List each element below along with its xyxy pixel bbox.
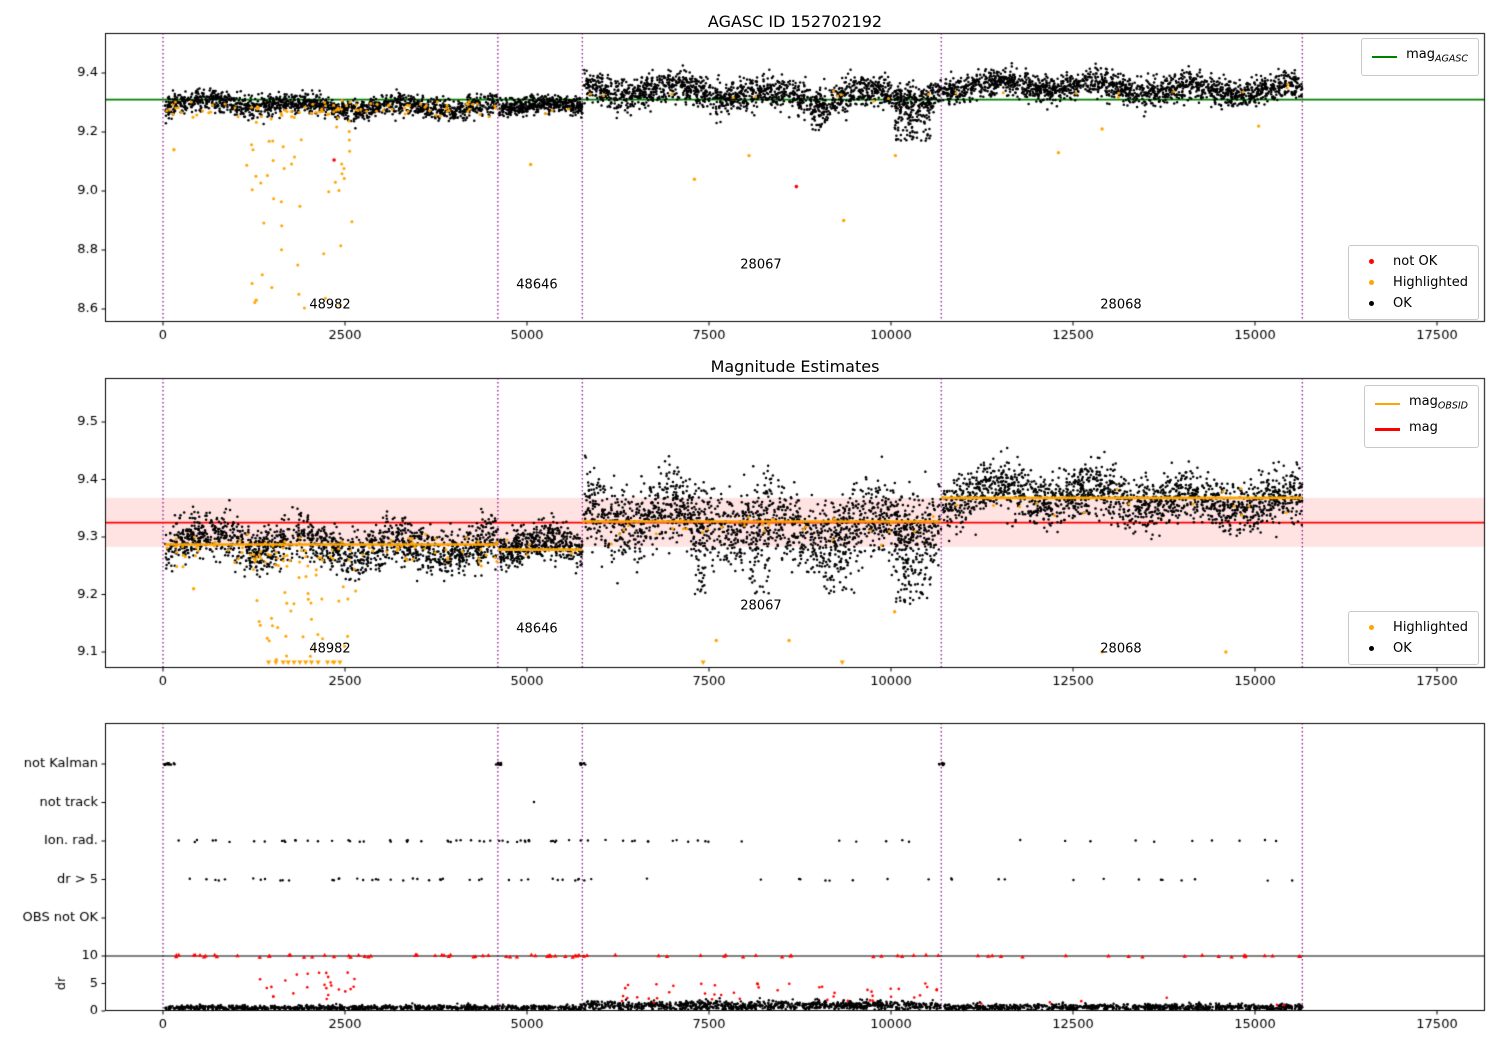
- mag-label: mag: [1408, 419, 1438, 435]
- ok-label: OK: [1393, 296, 1412, 311]
- highlighted-label: Highlighted: [1393, 275, 1468, 290]
- obsid-annotation-48646-p1: 48646: [516, 277, 558, 293]
- legend-entry-highlighted: Highlighted: [1359, 272, 1468, 293]
- obsid-annotation-28068-p2: 28068: [1100, 641, 1142, 657]
- legend-entry-mag-obsid: magOBSID: [1374, 391, 1468, 417]
- obsid-annotation-48646-p2: 48646: [516, 621, 558, 637]
- obsid-annotation-28067-p1: 28067: [740, 257, 782, 273]
- mag-obsid-line-swatch: [1374, 402, 1400, 405]
- plot2-lines-legend: magOBSID mag: [1363, 385, 1479, 449]
- obsid-annotation-48982-p1: 48982: [309, 297, 351, 313]
- not-ok-marker: [1369, 259, 1375, 264]
- highlighted-label-2: Highlighted: [1393, 620, 1468, 635]
- legend-entry-ok-2: OK: [1359, 638, 1468, 659]
- ok-label-2: OK: [1393, 641, 1412, 656]
- plot1-points-legend: not OK Highlighted OK: [1348, 245, 1479, 320]
- legend-entry-not-ok: not OK: [1359, 251, 1468, 272]
- mag-obsid-label: magOBSID: [1408, 394, 1468, 412]
- legend-entry-mag: mag: [1374, 417, 1468, 443]
- obsid-annotation-48982-p2: 48982: [309, 641, 351, 657]
- obsid-annotation-28067-p2: 28067: [740, 598, 782, 614]
- mag-agasc-label: magAGASC: [1406, 47, 1468, 65]
- mag-agasc-line-swatch: [1372, 55, 1398, 58]
- plot2-points-legend: Highlighted OK: [1348, 611, 1479, 665]
- mag-line-swatch: [1374, 428, 1400, 431]
- ok-marker-2: [1369, 646, 1375, 651]
- legend-entry-highlighted-2: Highlighted: [1359, 617, 1468, 638]
- obsid-annotation-28068-p1: 28068: [1100, 297, 1142, 313]
- legend-entry-ok: OK: [1359, 293, 1468, 314]
- legend-entry-mag-agasc: magAGASC: [1372, 44, 1468, 70]
- plot1-title: AGASC ID 152702192: [707, 12, 883, 31]
- plot2-title: Magnitude Estimates: [710, 357, 880, 376]
- highlighted-marker: [1369, 280, 1375, 285]
- not-ok-label: not OK: [1393, 254, 1438, 269]
- ok-marker: [1369, 301, 1375, 306]
- plot1-refline-legend: magAGASC: [1361, 38, 1479, 76]
- highlighted-marker-2: [1369, 625, 1375, 630]
